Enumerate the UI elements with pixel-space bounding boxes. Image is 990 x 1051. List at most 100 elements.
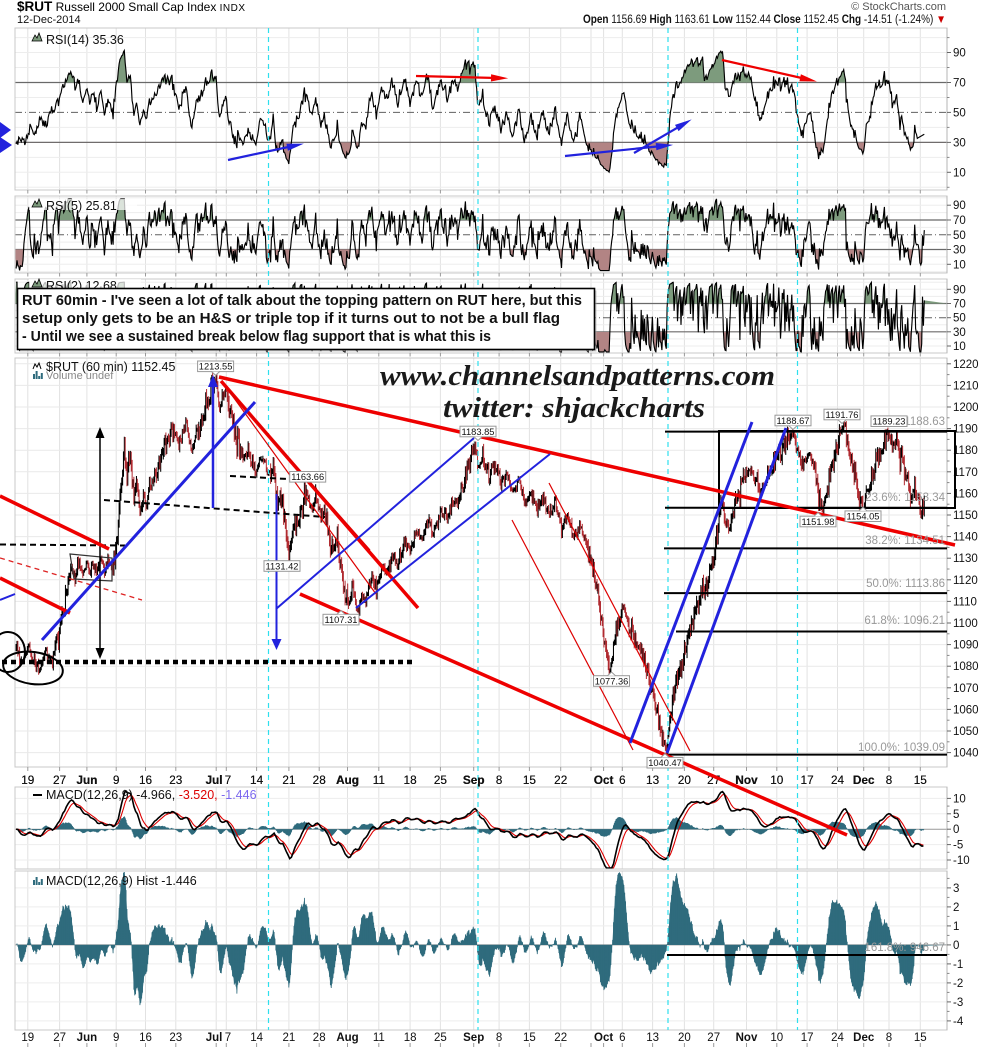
svg-text:10: 10 — [953, 341, 966, 353]
svg-text:90: 90 — [953, 284, 966, 296]
svg-text:Jul: Jul — [206, 1032, 223, 1044]
svg-text:25: 25 — [434, 1032, 447, 1044]
svg-text:MACD(12,26,9) Hist -1.446: MACD(12,26,9) Hist -1.446 — [46, 874, 197, 888]
svg-text:25: 25 — [434, 775, 447, 787]
svg-text:Oct: Oct — [594, 775, 613, 787]
svg-text:-2: -2 — [953, 978, 963, 990]
svg-text:15: 15 — [914, 1032, 927, 1044]
svg-text:21: 21 — [283, 775, 296, 787]
svg-text:Aug: Aug — [336, 1032, 358, 1044]
svg-text:6: 6 — [619, 1032, 625, 1044]
svg-text:9: 9 — [113, 775, 119, 787]
svg-text:28: 28 — [313, 775, 326, 787]
svg-text:Volume undef: Volume undef — [46, 370, 114, 382]
svg-text:Jun: Jun — [77, 1032, 97, 1044]
svg-text:1130: 1130 — [953, 553, 978, 565]
svg-text:19: 19 — [21, 1032, 34, 1044]
svg-text:20: 20 — [678, 773, 692, 787]
svg-text:27: 27 — [53, 773, 67, 787]
svg-text:MACD(12,26,9) -4.966, -3.520,: MACD(12,26,9) -4.966, -3.520, -1.446 — [46, 788, 257, 802]
svg-text:17: 17 — [800, 773, 814, 787]
svg-text:20: 20 — [678, 775, 691, 787]
svg-text:61.8%: 1096.21: 61.8%: 1096.21 — [864, 615, 945, 627]
svg-text:Jun: Jun — [77, 775, 97, 787]
svg-text:Dec: Dec — [853, 1032, 875, 1044]
svg-text:1151.98: 1151.98 — [802, 517, 835, 527]
svg-text:28: 28 — [313, 773, 327, 787]
svg-text:38.2%: 1134.51: 38.2%: 1134.51 — [865, 535, 945, 547]
svg-text:23.6%: 1153.34: 23.6%: 1153.34 — [865, 492, 945, 504]
svg-text:1131.42: 1131.42 — [266, 561, 299, 571]
svg-text:15: 15 — [914, 775, 927, 787]
svg-text:17: 17 — [801, 775, 814, 787]
svg-text:$RUT (60 min) 1152.45: $RUT (60 min) 1152.45 — [46, 360, 176, 374]
svg-text:1040.47: 1040.47 — [648, 758, 682, 768]
svg-text:1070: 1070 — [953, 683, 979, 695]
svg-text:1110: 1110 — [953, 596, 977, 608]
svg-text:15: 15 — [914, 773, 928, 787]
svg-text:22: 22 — [554, 1032, 567, 1044]
svg-text:5: 5 — [953, 809, 959, 821]
svg-text:1188.67: 1188.67 — [777, 416, 810, 426]
svg-text:27: 27 — [53, 1032, 66, 1044]
svg-text:www.channelsandpatterns.com: www.channelsandpatterns.com — [380, 360, 775, 392]
svg-text:23: 23 — [169, 773, 183, 787]
svg-text:- Until we see a sustained bre: - Until we see a sustained break below f… — [22, 329, 491, 345]
svg-text:70: 70 — [953, 299, 966, 311]
svg-text:8: 8 — [886, 775, 892, 787]
svg-text:50: 50 — [953, 313, 966, 325]
svg-text:RSI(5) 25.81: RSI(5) 25.81 — [46, 199, 117, 213]
svg-text:90: 90 — [953, 200, 966, 212]
svg-text:1189.23: 1189.23 — [873, 417, 906, 427]
svg-text:6: 6 — [619, 775, 625, 787]
svg-text:21: 21 — [282, 773, 296, 787]
svg-text:setup only gets to be an H&S o: setup only gets to be an H&S or triple t… — [22, 311, 560, 327]
svg-text:15: 15 — [523, 1032, 536, 1044]
svg-text:1210: 1210 — [953, 380, 979, 392]
svg-text:8: 8 — [496, 1032, 502, 1044]
svg-text:23: 23 — [169, 1032, 182, 1044]
svg-text:0: 0 — [953, 940, 959, 952]
svg-text:13: 13 — [646, 773, 660, 787]
svg-text:1190: 1190 — [953, 424, 978, 436]
svg-text:16: 16 — [139, 773, 153, 787]
svg-text:7: 7 — [225, 775, 231, 787]
svg-text:50.0%: 1113.86: 50.0%: 1113.86 — [866, 578, 945, 590]
svg-text:15: 15 — [523, 773, 537, 787]
svg-text:11: 11 — [373, 1032, 385, 1044]
svg-text:1140: 1140 — [953, 532, 978, 544]
svg-text:30: 30 — [953, 137, 966, 149]
svg-text:21: 21 — [283, 1032, 296, 1044]
svg-text:7: 7 — [225, 1032, 231, 1044]
svg-text:14: 14 — [250, 773, 264, 787]
svg-text:13: 13 — [646, 775, 659, 787]
svg-text:20: 20 — [678, 1032, 691, 1044]
svg-text:1050: 1050 — [953, 726, 979, 738]
svg-text:1154.05: 1154.05 — [847, 512, 880, 522]
svg-text:1160: 1160 — [953, 488, 978, 500]
svg-text:14: 14 — [250, 1032, 263, 1044]
svg-text:1080: 1080 — [953, 661, 979, 673]
svg-text:Nov: Nov — [736, 1032, 758, 1044]
svg-text:1107.31: 1107.31 — [325, 615, 358, 625]
svg-text:10: 10 — [953, 259, 966, 271]
svg-text:-1: -1 — [953, 959, 963, 971]
svg-text:22: 22 — [554, 773, 568, 787]
svg-text:50: 50 — [953, 107, 966, 119]
svg-text:1183.85: 1183.85 — [462, 427, 495, 437]
svg-text:30: 30 — [953, 245, 966, 257]
svg-text:Aug: Aug — [336, 773, 359, 787]
svg-text:-4: -4 — [953, 1016, 964, 1028]
svg-text:23: 23 — [169, 775, 182, 787]
svg-text:1120: 1120 — [953, 575, 978, 587]
svg-text:Sep: Sep — [463, 773, 485, 787]
svg-text:RSI(14) 35.36: RSI(14) 35.36 — [46, 33, 124, 47]
svg-text:17: 17 — [801, 1032, 814, 1044]
svg-text:15: 15 — [523, 775, 536, 787]
svg-text:6: 6 — [619, 773, 626, 787]
svg-text:161.8%: 946.67: 161.8%: 946.67 — [864, 942, 945, 954]
svg-text:2: 2 — [953, 902, 959, 914]
svg-text:1200: 1200 — [953, 402, 979, 414]
svg-text:18: 18 — [404, 1032, 417, 1044]
svg-text:1150: 1150 — [953, 510, 978, 522]
